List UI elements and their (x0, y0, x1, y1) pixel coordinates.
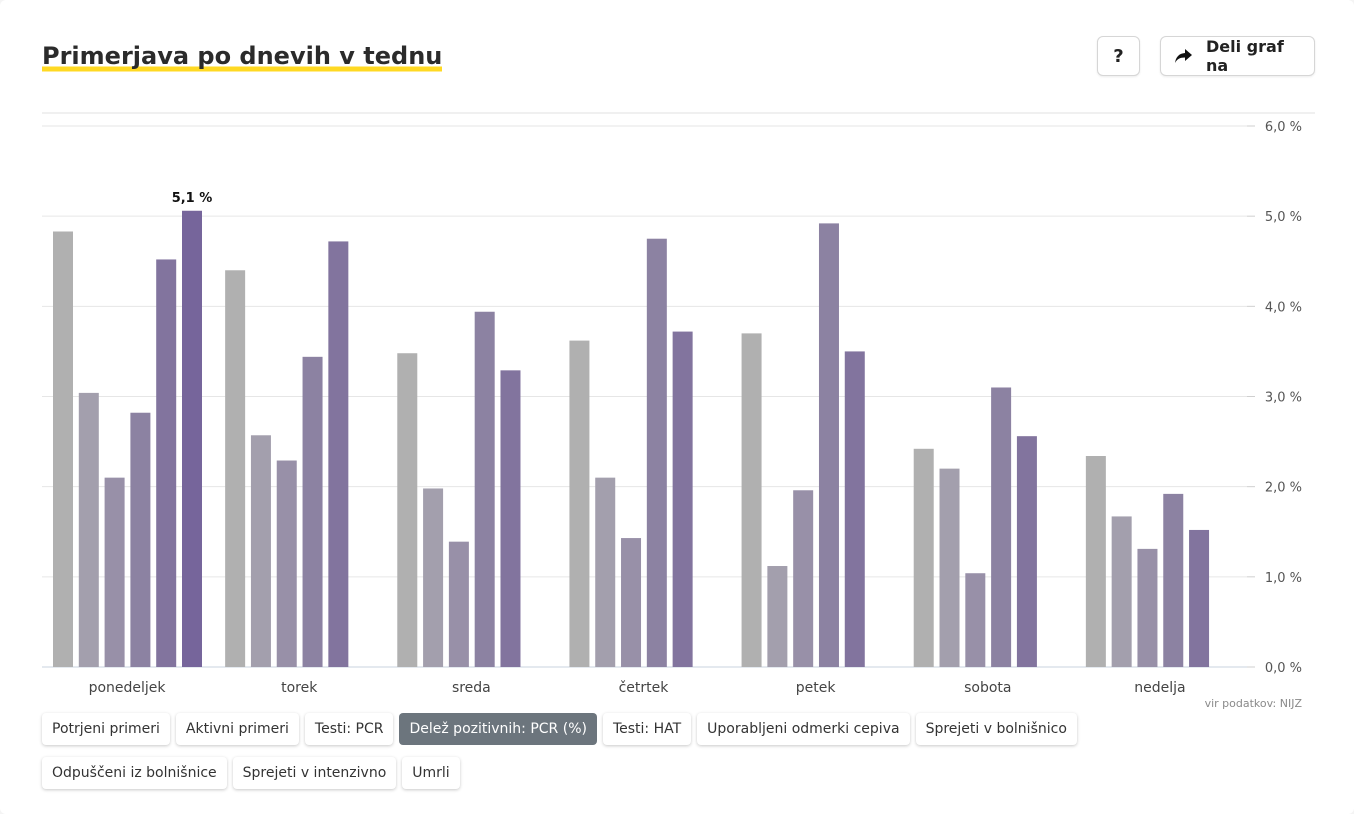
bar (767, 566, 788, 667)
bar (1085, 456, 1106, 667)
x-tick-label: sobota (964, 680, 1011, 696)
bar (474, 311, 495, 667)
bar (793, 490, 814, 667)
metric-tab[interactable]: Aktivni primeri (175, 713, 299, 745)
data-source: vir podatkov: NIJZ (1204, 697, 1302, 710)
bar (53, 231, 73, 667)
bar (672, 331, 693, 667)
bar (965, 573, 986, 667)
share-button[interactable]: Deli graf na (1160, 36, 1315, 76)
y-tick-label: 3,0 % (1265, 391, 1302, 406)
bar (569, 340, 590, 667)
x-tick-label: četrtek (619, 680, 670, 696)
bar (741, 333, 762, 667)
y-tick-label: 2,0 % (1265, 481, 1302, 496)
share-arrow-icon (1175, 49, 1192, 63)
bar (1016, 436, 1037, 667)
bar (78, 392, 99, 667)
bar (818, 223, 839, 667)
chart-title: Primerjava po dnevih v tednu (42, 40, 443, 74)
help-label: ? (1113, 45, 1124, 67)
x-tick-label: petek (796, 680, 837, 696)
bar (1189, 529, 1210, 667)
y-tick-label: 6,0 % (1265, 120, 1302, 135)
bar (1163, 493, 1184, 667)
x-tick-label: torek (281, 680, 318, 696)
data-label: 5,1 % (172, 191, 213, 206)
metric-tab[interactable]: Testi: PCR (304, 713, 394, 745)
x-tick-label: sreda (452, 680, 491, 696)
bar (621, 538, 642, 667)
y-tick-label: 1,0 % (1265, 571, 1302, 586)
bar (156, 259, 177, 667)
bar (595, 477, 616, 667)
bar (276, 460, 297, 667)
bar (844, 351, 865, 667)
bar (991, 387, 1012, 667)
y-tick-label: 4,0 % (1265, 300, 1302, 315)
bar (500, 370, 521, 667)
bar (397, 353, 418, 667)
metric-tab[interactable]: Umrli (402, 757, 460, 789)
metric-tab[interactable]: Sprejeti v intenzivno (232, 757, 397, 789)
bar (939, 468, 960, 667)
bar (225, 270, 246, 667)
metric-tab[interactable]: Odpuščeni iz bolnišnice (42, 757, 227, 789)
bar-chart: 0,0 % 1,0 % 2,0 % 3,0 % 4,0 % 5,0 % 6,0 % poned… (42, 112, 1315, 696)
x-tick-label: nedelja (1134, 680, 1185, 696)
help-button[interactable]: ? (1097, 36, 1140, 76)
bar (646, 238, 667, 668)
bar (104, 477, 125, 667)
metric-tab[interactable]: Uporabljeni odmerki cepiva (697, 713, 910, 745)
bar (250, 435, 271, 667)
y-tick-label: 0,0 % (1265, 661, 1302, 676)
bar (1111, 516, 1132, 667)
metric-tabs: Potrjeni primeri Aktivni primeri Testi: PC… (42, 713, 1262, 789)
bar (1137, 548, 1158, 667)
bar (913, 448, 934, 667)
bar (302, 356, 323, 667)
bar (448, 541, 469, 667)
metric-tab[interactable]: Testi: HAT (602, 713, 692, 745)
bar (182, 210, 202, 668)
bar (130, 412, 151, 667)
bar (328, 241, 349, 667)
y-tick-label: 5,0 % (1265, 210, 1302, 225)
bar (423, 488, 444, 667)
x-tick-label: ponedeljek (89, 680, 167, 696)
share-label: Deli graf na (1206, 37, 1284, 75)
metric-tab[interactable]: Delež pozitivnih: PCR (%) (399, 713, 597, 745)
metric-tab[interactable]: Potrjeni primeri (42, 713, 170, 745)
metric-tab[interactable]: Sprejeti v bolnišnico (915, 713, 1077, 745)
